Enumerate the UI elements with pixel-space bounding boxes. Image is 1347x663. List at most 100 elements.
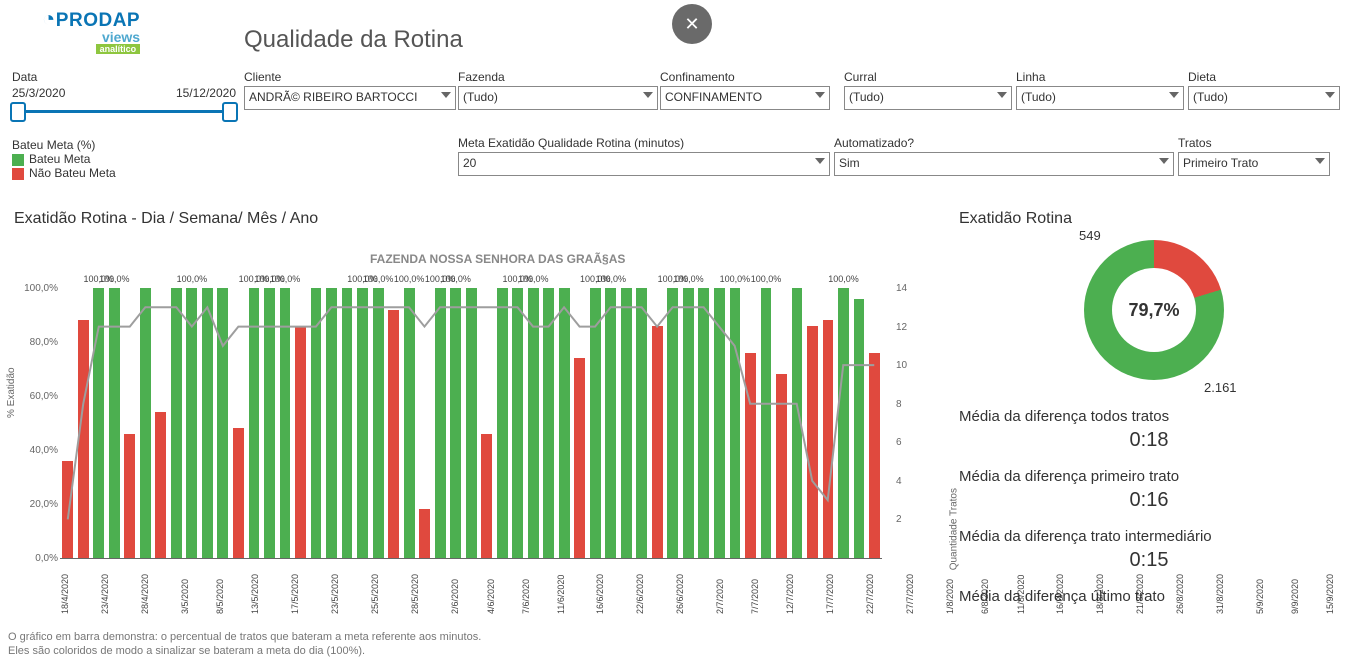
bar[interactable] [450, 288, 461, 558]
bar[interactable] [326, 288, 337, 558]
chevron-down-icon [815, 92, 825, 98]
bar[interactable] [745, 353, 756, 558]
filter-label: Data [12, 70, 236, 84]
filter-label: Cliente [244, 70, 456, 84]
y-tick: 80,0% [10, 337, 58, 348]
bar[interactable] [373, 288, 384, 558]
bar[interactable] [264, 288, 275, 558]
bar[interactable] [93, 288, 104, 558]
filter-select[interactable]: (Tudo) [458, 86, 658, 110]
bar[interactable] [730, 288, 741, 558]
bar[interactable] [543, 288, 554, 558]
bar-wrap [867, 353, 883, 558]
filter-select[interactable]: ANDRÃ© RIBEIRO BARTOCCI [244, 86, 456, 110]
bar[interactable] [357, 288, 368, 558]
bar-label: 100,0% [828, 274, 859, 284]
y2-tick: 10 [896, 360, 944, 371]
bar-wrap: 100,0% [510, 288, 526, 558]
chevron-down-icon [1325, 92, 1335, 98]
bar[interactable] [388, 310, 399, 558]
bar[interactable] [683, 288, 694, 558]
bar-wrap [153, 412, 169, 558]
filter-select[interactable]: CONFINAMENTO [660, 86, 830, 110]
bar-wrap [541, 288, 557, 558]
bar-wrap [76, 320, 92, 558]
bar[interactable] [621, 288, 632, 558]
bar[interactable] [528, 288, 539, 558]
y-tick: 0,0% [10, 553, 58, 564]
bar[interactable] [512, 288, 523, 558]
filter-select[interactable]: Primeiro Trato [1178, 152, 1330, 176]
slider-handle-left[interactable] [10, 102, 26, 122]
bar[interactable] [761, 288, 772, 558]
bar[interactable] [342, 288, 353, 558]
filter-select[interactable]: Sim [834, 152, 1174, 176]
bar[interactable] [776, 374, 787, 558]
bar[interactable] [854, 299, 865, 558]
date-slider[interactable] [16, 106, 232, 116]
bar[interactable] [869, 353, 880, 558]
slider-handle-right[interactable] [222, 102, 238, 122]
bar[interactable] [419, 509, 430, 558]
bar[interactable] [481, 434, 492, 558]
bar[interactable] [171, 288, 182, 558]
filter-select[interactable]: (Tudo) [844, 86, 1012, 110]
y-tick: 40,0% [10, 445, 58, 456]
bar[interactable] [280, 288, 291, 558]
bar[interactable] [714, 288, 725, 558]
bar[interactable] [667, 288, 678, 558]
bar[interactable] [109, 288, 120, 558]
bar-wrap: 100,0% [448, 288, 464, 558]
y2-tick: 8 [896, 399, 944, 410]
bar[interactable] [636, 288, 647, 558]
bar[interactable] [590, 288, 601, 558]
chevron-down-icon [643, 92, 653, 98]
close-button[interactable]: ✕ [672, 4, 712, 44]
bar-wrap: 100,0% [681, 288, 697, 558]
bar-wrap [122, 434, 138, 558]
bar[interactable] [698, 288, 709, 558]
y2-tick: 4 [896, 476, 944, 487]
bar[interactable] [217, 288, 228, 558]
metric-value: 0:18 [959, 429, 1339, 452]
bar[interactable] [838, 288, 849, 558]
bar[interactable] [249, 288, 260, 558]
bar[interactable] [652, 326, 663, 558]
bar-label: 100,0% [99, 274, 130, 284]
bar[interactable] [807, 326, 818, 558]
bar[interactable] [202, 288, 213, 558]
bar-wrap [572, 358, 588, 558]
bar[interactable] [78, 320, 89, 558]
filter-select[interactable]: 20 [458, 152, 830, 176]
bar[interactable] [140, 288, 151, 558]
filter-value: Primeiro Trato [1183, 156, 1258, 170]
bar[interactable] [404, 288, 415, 558]
date-from: 25/3/2020 [12, 86, 65, 100]
bar[interactable] [186, 288, 197, 558]
bar[interactable] [435, 288, 446, 558]
filter2-0: Meta Exatidão Qualidade Rotina (minutos)… [458, 136, 830, 176]
bar[interactable] [792, 288, 803, 558]
metric-label: Média da diferença último trato [959, 588, 1339, 605]
filter-label: Dieta [1188, 70, 1340, 84]
bar-wrap: 100,0% [277, 288, 293, 558]
bar[interactable] [124, 434, 135, 558]
bar[interactable] [233, 428, 244, 558]
bar-wrap: 100,0% [836, 288, 852, 558]
filter-select[interactable]: (Tudo) [1016, 86, 1184, 110]
bar[interactable] [574, 358, 585, 558]
bar[interactable] [559, 288, 570, 558]
filter-label: Linha [1016, 70, 1184, 84]
bar[interactable] [466, 288, 477, 558]
chart-title: Exatidão Rotina - Dia / Semana/ Mês / An… [14, 210, 318, 228]
bar[interactable] [497, 288, 508, 558]
bar[interactable] [155, 412, 166, 558]
bar[interactable] [62, 461, 73, 558]
bar[interactable] [295, 326, 306, 558]
bar-label: 100,0% [440, 274, 471, 284]
filter-select[interactable]: (Tudo) [1188, 86, 1340, 110]
bar[interactable] [605, 288, 616, 558]
filter-label: Fazenda [458, 70, 658, 84]
bar[interactable] [311, 288, 322, 558]
bar[interactable] [823, 320, 834, 558]
